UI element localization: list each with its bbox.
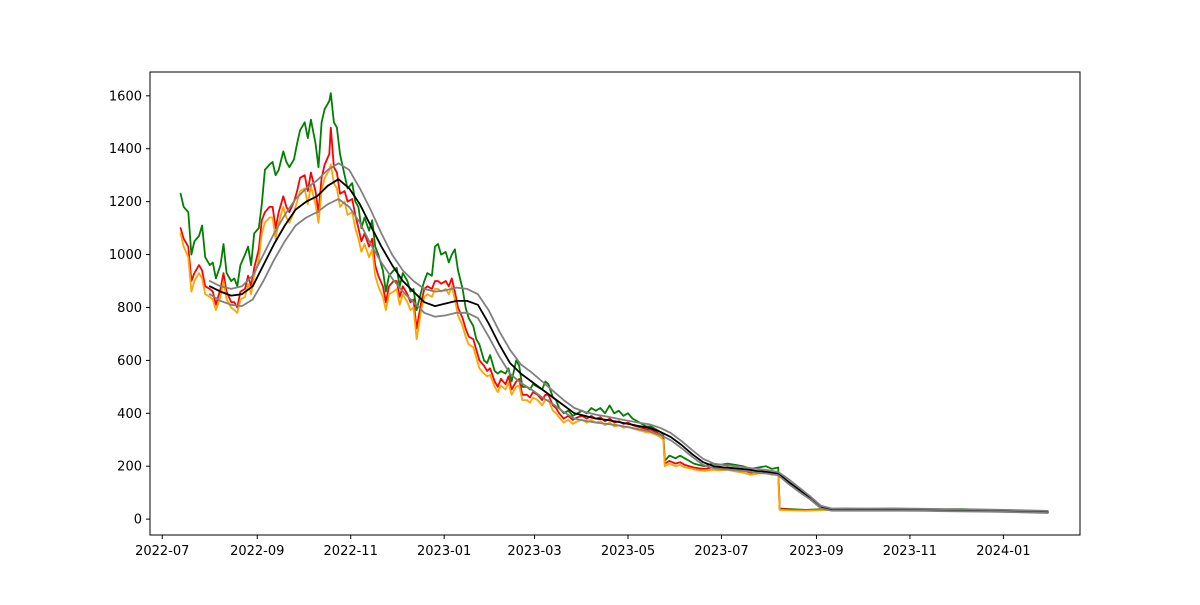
series-line-1 [179, 92, 1049, 513]
y-tick-label: 200 [117, 460, 142, 475]
y-tick-label: 1000 [109, 248, 142, 263]
x-tick-label: 2023-09 [789, 544, 843, 559]
y-tick-label: 1200 [109, 195, 142, 210]
x-tick-label: 2024-01 [976, 544, 1030, 559]
x-tick-label: 2023-01 [417, 544, 471, 559]
x-tick-label: 2023-03 [507, 544, 561, 559]
x-tick-label: 2023-11 [883, 544, 937, 559]
y-tick-label: 800 [117, 301, 142, 316]
series-line-5 [208, 162, 1049, 512]
x-tick-label: 2022-07 [135, 544, 189, 559]
y-tick-label: 600 [117, 354, 142, 369]
x-tick-label: 2023-07 [694, 544, 748, 559]
y-tick-label: 1400 [109, 142, 142, 157]
x-axis: 2022-07 2022-09 2022-11 2023-01 2023-03 2023-… [135, 535, 1031, 559]
x-tick-label: 2023-05 [601, 544, 655, 559]
x-tick-label: 2022-11 [324, 544, 378, 559]
series-layer [179, 92, 1049, 514]
y-axis: 0 200 400 600 800 1000 1200 1400 1600 [109, 89, 150, 528]
y-tick-label: 0 [134, 513, 142, 528]
series-line-3 [179, 163, 1049, 514]
y-tick-label: 400 [117, 407, 142, 422]
series-line-2 [179, 126, 1049, 514]
series-line-6 [208, 198, 1049, 514]
plot-frame [149, 71, 1081, 536]
y-tick-label: 1600 [109, 89, 142, 104]
x-tick-label: 2022-09 [230, 544, 284, 559]
series-line-4 [208, 178, 1049, 513]
